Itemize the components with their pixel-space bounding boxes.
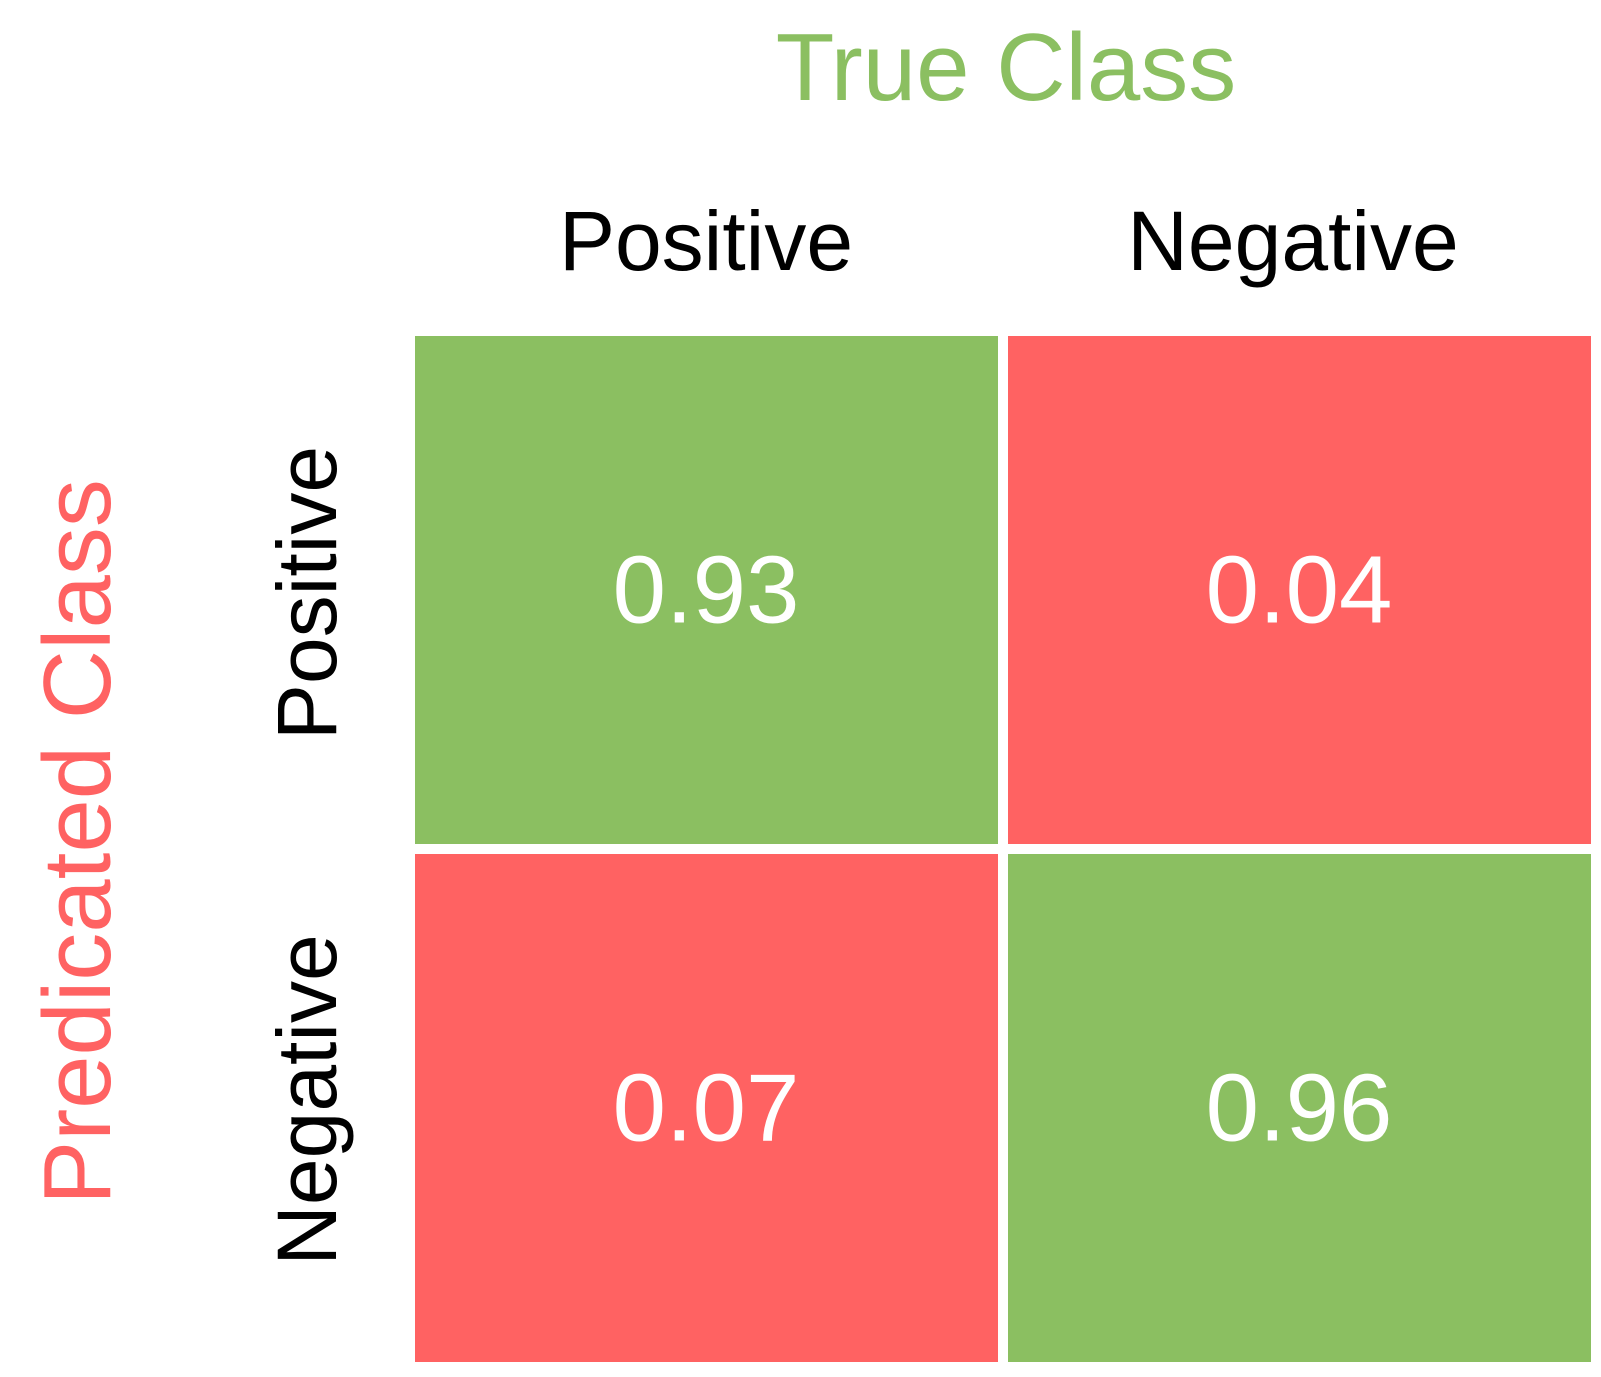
matrix-cell-negative-negative <box>1008 854 1591 1362</box>
cell-value-label: 0.07 <box>613 1055 800 1162</box>
column-label-positive: Positive <box>559 194 853 288</box>
matrix-cell-negative-positive <box>415 854 998 1362</box>
column-label-negative: Negative <box>1127 194 1459 288</box>
cell-value-label: 0.96 <box>1206 1055 1393 1162</box>
matrix-cell-positive-positive <box>415 336 998 844</box>
cell-value-label: 0.93 <box>613 537 800 644</box>
x-axis-title: True Class <box>776 14 1237 121</box>
cell-value-label: 0.04 <box>1206 537 1393 644</box>
row-label-negative: Negative <box>260 934 354 1266</box>
y-axis-title: Predicated Class <box>24 479 131 1205</box>
row-label-positive: Positive <box>260 446 354 740</box>
matrix-cell-positive-negative <box>1008 336 1591 844</box>
